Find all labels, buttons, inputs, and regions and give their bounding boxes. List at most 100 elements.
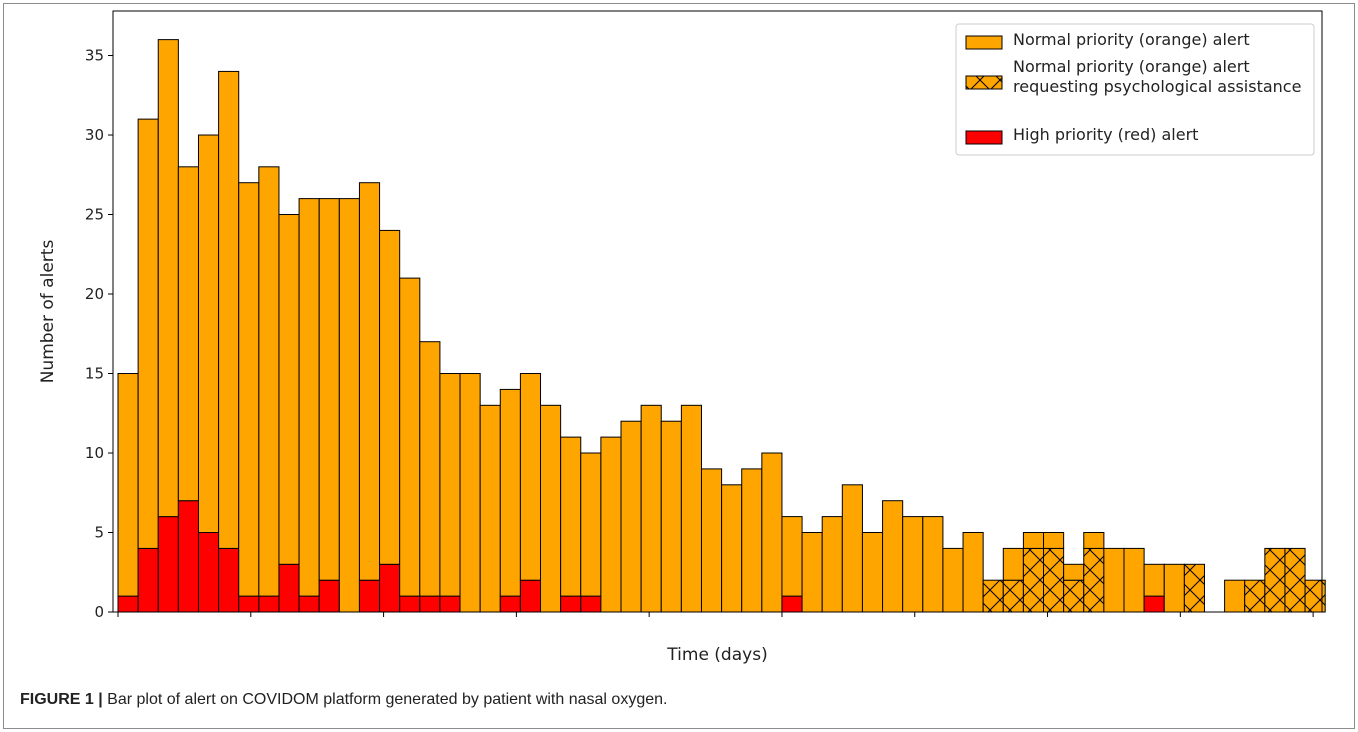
bar-segment-2-7 bbox=[258, 595, 280, 613]
legend-swatch-2 bbox=[965, 130, 1003, 145]
legend: Normal priority (orange) alert Normal pri… bbox=[955, 23, 1315, 156]
bar-segment-0-39 bbox=[902, 516, 924, 613]
y-tick-label-25: 25 bbox=[85, 206, 104, 224]
legend-label-1-1: requesting psychological assistance bbox=[1013, 77, 1301, 96]
bar-segment-1-53 bbox=[1183, 563, 1205, 613]
bar-segment-0-40 bbox=[922, 516, 944, 613]
bar-segment-2-8 bbox=[278, 563, 300, 613]
bar-segment-1-56 bbox=[1244, 579, 1266, 613]
bar-segment-0-1 bbox=[137, 118, 159, 549]
bar-segment-2-19 bbox=[499, 595, 521, 613]
bar-segment-0-52 bbox=[1163, 563, 1185, 613]
bar-segment-0-44 bbox=[1002, 547, 1024, 581]
y-tick-label-0: 0 bbox=[94, 603, 104, 621]
bar-segment-0-30 bbox=[721, 484, 743, 613]
bar-segment-0-20 bbox=[519, 373, 542, 581]
bar-segment-0-46 bbox=[1043, 532, 1065, 549]
bar-segment-0-37 bbox=[861, 532, 884, 613]
bar-segment-0-26 bbox=[640, 404, 662, 613]
bar-segment-0-4 bbox=[197, 134, 220, 534]
bar-segment-0-22 bbox=[560, 436, 582, 597]
bar-segment-1-48 bbox=[1083, 547, 1105, 613]
x-axis-label: Time (days) bbox=[666, 645, 767, 665]
y-tick-label-20: 20 bbox=[85, 285, 104, 303]
bar-segment-2-12 bbox=[358, 579, 381, 613]
bar-segment-1-45 bbox=[1022, 547, 1045, 613]
bar-segment-0-33 bbox=[781, 516, 803, 597]
bar-segment-2-20 bbox=[519, 579, 542, 613]
plot-area-frame bbox=[112, 10, 1323, 613]
bar-segment-0-5 bbox=[218, 70, 240, 549]
bar-segment-0-28 bbox=[680, 404, 702, 613]
bar-segment-0-31 bbox=[741, 468, 763, 613]
bar-segment-0-15 bbox=[419, 341, 441, 597]
bar-segment-2-13 bbox=[379, 563, 401, 613]
bar-segment-0-19 bbox=[499, 388, 521, 597]
bar-segment-1-43 bbox=[982, 579, 1004, 613]
figure-caption: FIGURE 1 | Bar plot of alert on COVIDOM … bbox=[20, 691, 1340, 709]
bar-segment-1-47 bbox=[1063, 579, 1085, 613]
bar-segment-0-13 bbox=[379, 229, 401, 565]
bar-segment-0-23 bbox=[580, 452, 602, 597]
bar-segment-0-49 bbox=[1103, 547, 1125, 613]
legend-box bbox=[955, 23, 1315, 156]
bar-segment-1-57 bbox=[1264, 547, 1286, 613]
caption-label: FIGURE 1 | bbox=[20, 691, 103, 708]
bar-segment-0-45 bbox=[1022, 532, 1045, 549]
bar-segment-2-10 bbox=[318, 579, 340, 613]
y-tick-label-30: 30 bbox=[85, 126, 104, 144]
bar-segment-2-15 bbox=[419, 595, 441, 613]
bar-segment-2-3 bbox=[177, 500, 199, 613]
legend-label-0-0: Normal priority (orange) alert bbox=[1013, 30, 1250, 49]
y-tick-label-10: 10 bbox=[85, 444, 104, 462]
bar-segment-0-3 bbox=[177, 166, 199, 502]
bar-segment-0-55 bbox=[1224, 579, 1246, 613]
bar-segment-2-22 bbox=[560, 595, 582, 613]
bar-segment-0-36 bbox=[841, 484, 863, 613]
bar-segment-0-14 bbox=[399, 277, 421, 597]
bar-segment-0-16 bbox=[439, 373, 461, 597]
caption-text: Bar plot of alert on COVIDOM platform ge… bbox=[102, 691, 668, 708]
bar-segment-0-11 bbox=[338, 198, 360, 613]
bar-segment-1-58 bbox=[1284, 547, 1306, 613]
bar-segment-0-42 bbox=[962, 532, 984, 613]
y-tick-label-15: 15 bbox=[85, 365, 104, 383]
bar-segment-0-35 bbox=[821, 516, 843, 613]
bar-segment-2-5 bbox=[218, 547, 240, 613]
bar-segment-0-38 bbox=[882, 500, 904, 613]
bar-segment-2-23 bbox=[580, 595, 602, 613]
legend-swatch-1 bbox=[965, 75, 1003, 90]
bar-segment-2-2 bbox=[157, 516, 179, 613]
y-tick-label-35: 35 bbox=[85, 47, 104, 65]
bar-segment-0-50 bbox=[1123, 547, 1145, 613]
y-tick-label-5: 5 bbox=[94, 524, 104, 542]
legend-label-2-0: High priority (red) alert bbox=[1013, 125, 1198, 144]
bar-segment-2-51 bbox=[1143, 595, 1165, 613]
bar-segment-0-18 bbox=[479, 404, 501, 613]
bar-segment-2-33 bbox=[781, 595, 803, 613]
bar-segment-0-34 bbox=[801, 532, 823, 613]
bar-segment-2-0 bbox=[117, 595, 139, 613]
bar-segment-0-10 bbox=[318, 198, 340, 581]
bar-segment-0-48 bbox=[1083, 532, 1105, 549]
bar-segment-2-6 bbox=[238, 595, 260, 613]
bar-segment-2-16 bbox=[439, 595, 461, 613]
bar-segment-2-4 bbox=[197, 532, 220, 613]
legend-label-1-0: Normal priority (orange) alert bbox=[1013, 57, 1250, 76]
y-axis-label: Number of alerts bbox=[38, 240, 58, 384]
bar-segment-0-41 bbox=[942, 547, 964, 613]
bar-segment-0-7 bbox=[258, 166, 280, 597]
bar-segment-2-1 bbox=[137, 547, 159, 613]
bar-segment-0-2 bbox=[157, 39, 179, 518]
bar-segment-0-6 bbox=[238, 182, 260, 597]
bar-segment-0-51 bbox=[1143, 563, 1165, 597]
figure-frame bbox=[3, 3, 1355, 729]
bar-segment-0-12 bbox=[358, 182, 381, 581]
bar-segment-0-21 bbox=[540, 404, 562, 613]
bar-segment-1-46 bbox=[1043, 547, 1065, 613]
bar-segment-0-9 bbox=[298, 198, 320, 597]
bar-segment-0-29 bbox=[700, 468, 723, 613]
bar-segment-1-44 bbox=[1002, 579, 1024, 613]
bar-segment-0-17 bbox=[459, 373, 481, 613]
